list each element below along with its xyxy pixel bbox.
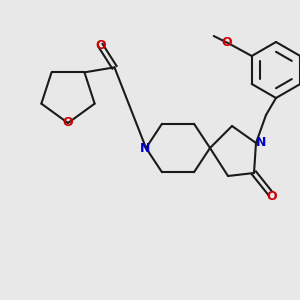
Text: O: O — [63, 116, 73, 130]
Text: O: O — [95, 39, 106, 52]
Text: O: O — [267, 190, 277, 203]
Text: N: N — [256, 136, 266, 149]
Text: O: O — [221, 35, 232, 49]
Text: N: N — [140, 142, 150, 154]
